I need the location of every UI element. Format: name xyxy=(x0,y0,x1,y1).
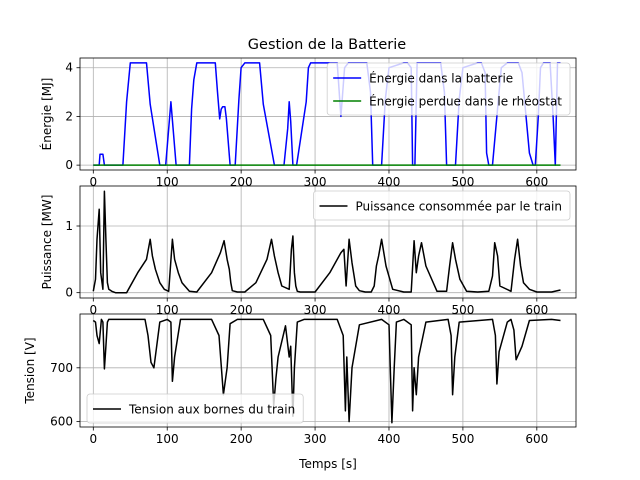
legend: Puissance consommée par le train xyxy=(313,190,571,221)
y-axis-label: Tension [V] xyxy=(23,337,37,404)
series-line xyxy=(92,190,561,294)
axes-2: 0 100 200 300 400 500 600 0 1 Puissance [MW] Puiss… xyxy=(40,185,577,317)
x-tick-label: 600 xyxy=(525,175,548,189)
x-tick-label: 100 xyxy=(156,175,179,189)
legend-box xyxy=(86,393,304,424)
y-tick-label: 0 xyxy=(65,158,73,172)
legend-box xyxy=(326,62,571,116)
axes-frame xyxy=(79,185,577,299)
legend: Tension aux bornes du train xyxy=(86,393,304,424)
x-tick-label: 400 xyxy=(378,175,401,189)
x-tick-label: 100 xyxy=(156,303,179,317)
x-tick-label: 500 xyxy=(451,303,474,317)
x-tick-label: 300 xyxy=(304,175,327,189)
x-tick-label: 600 xyxy=(525,432,548,446)
x-tick-label: 200 xyxy=(230,303,253,317)
x-tick-label: 400 xyxy=(378,303,401,317)
x-tick-label: 400 xyxy=(378,432,401,446)
x-tick-label: 0 xyxy=(89,303,97,317)
x-tick-label: 100 xyxy=(156,432,179,446)
x-tick-label: 500 xyxy=(451,175,474,189)
x-tick-label: 200 xyxy=(230,175,253,189)
x-axis-label: Temps [s] xyxy=(298,457,357,471)
legend-label: Énergie dans la batterie xyxy=(369,71,513,86)
y-tick-label: 700 xyxy=(50,361,73,375)
axes-1: 0 100 200 300 400 500 600 0 2 4 Énergie [MJ] Énergi… xyxy=(39,57,577,189)
axes-frame xyxy=(79,313,577,428)
x-tick-label: 300 xyxy=(304,432,327,446)
x-tick-label: 0 xyxy=(89,432,97,446)
legend-label: Tension aux bornes du train xyxy=(128,403,295,417)
x-tick-label: 500 xyxy=(451,432,474,446)
y-axis-label: Puissance [MW] xyxy=(40,195,54,290)
series-line xyxy=(92,318,561,424)
axes-frame xyxy=(79,57,577,171)
y-tick-label: 600 xyxy=(50,415,73,429)
figure-title: Gestion de la Batterie xyxy=(248,37,406,53)
x-tick-label: 200 xyxy=(230,432,253,446)
x-tick-label: 0 xyxy=(89,175,97,189)
axes-3: 0 100 200 300 400 500 600 600 700 Tension [V] Temp… xyxy=(23,313,577,471)
y-tick-label: 0 xyxy=(65,286,73,300)
y-tick-label: 1 xyxy=(65,219,73,233)
y-tick-label: 4 xyxy=(65,61,73,75)
legend-box xyxy=(313,190,571,221)
y-axis-label: Énergie [MJ] xyxy=(39,78,54,151)
y-tick-label: 2 xyxy=(65,109,73,123)
x-tick-label: 600 xyxy=(525,303,548,317)
x-tick-label: 300 xyxy=(304,303,327,317)
legend-label: Puissance consommée par le train xyxy=(355,200,562,214)
legend: Énergie dans la batterie Énergie perdue d… xyxy=(326,62,571,116)
legend-label: Énergie perdue dans le rhéostat xyxy=(369,94,562,109)
